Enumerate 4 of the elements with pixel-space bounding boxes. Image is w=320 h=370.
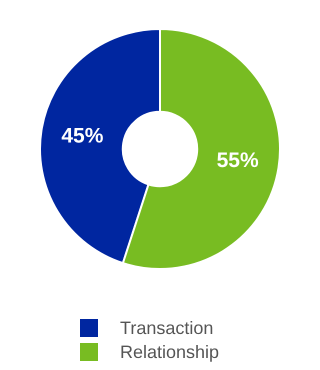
data-label: 45%	[61, 124, 104, 148]
legend-label: Relationship	[120, 342, 220, 362]
data-label: 55%	[216, 149, 259, 172]
legend-label: Transaction	[120, 318, 214, 338]
